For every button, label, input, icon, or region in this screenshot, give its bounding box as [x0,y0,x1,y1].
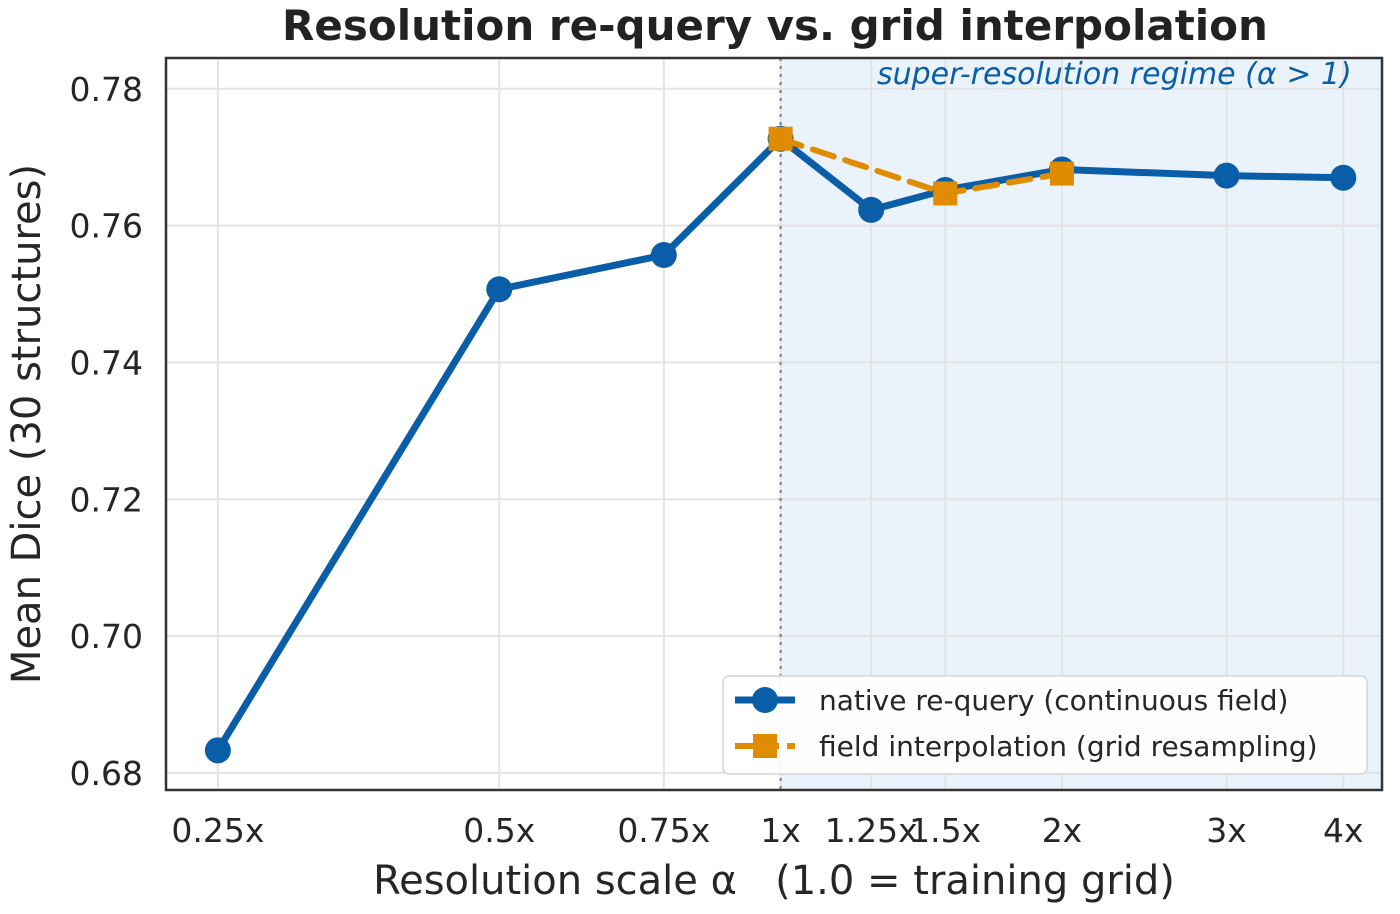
legend-marker-0 [752,687,778,713]
x-axis-label: Resolution scale α (1.0 = training grid) [373,858,1175,904]
series-0-point-0 [204,737,231,764]
series-layer [204,125,1357,764]
x-tick-label-4: 1.25x [825,811,918,850]
x-tick-label-0: 0.25x [171,811,264,850]
series-1-point-0 [768,126,793,151]
x-tick-label-6: 2x [1042,811,1083,850]
series-0-point-4 [858,196,885,223]
series-0-point-2 [650,242,677,269]
legend-marker-1 [753,734,777,758]
legend-entries: native re-query (continuous field) field … [735,684,1318,763]
x-tick-label-1: 0.5x [463,811,535,850]
legend-label-1: field interpolation (grid resampling) [819,730,1318,763]
series-1-point-2 [1049,161,1074,186]
y-tick-label-1: 0.70 [70,617,143,656]
y-tick-label-4: 0.76 [70,207,143,246]
x-tick-label-5: 1.5x [909,811,981,850]
y-tick-labels: 0.68 0.70 0.72 0.74 0.76 0.78 [70,70,143,793]
y-tick-label-0: 0.68 [70,754,143,793]
legend-box [722,675,1368,775]
chart-title: Resolution re-query vs. grid interpolati… [282,1,1268,50]
y-axis-label: Mean Dice (30 structures) [4,164,50,684]
series-0-point-8 [1330,164,1357,191]
super-resolution-annotation: super-resolution regime (α > 1) [877,57,1352,92]
series-0-point-7 [1213,162,1240,189]
legend-label-0: native re-query (continuous field) [819,684,1288,717]
y-tick-label-2: 0.72 [70,480,143,519]
legend: native re-query (continuous field) field … [722,675,1368,775]
plot-frame [164,56,1384,792]
series-1-point-1 [933,181,958,206]
x-tick-label-7: 3x [1206,811,1247,850]
x-tick-label-2: 0.75x [617,811,710,850]
series-0-point-1 [486,276,513,303]
y-tick-label-5: 0.78 [70,70,143,109]
y-tick-label-3: 0.74 [70,343,143,382]
x-tick-label-3: 1x [760,811,801,850]
x-tick-label-8: 4x [1323,811,1364,850]
